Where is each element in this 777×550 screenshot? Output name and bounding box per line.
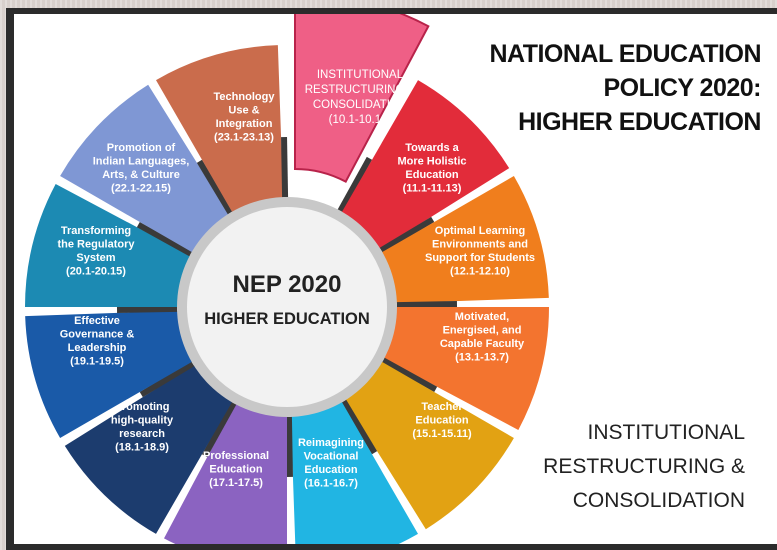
segment-label-line: Technology [214,91,276,103]
segment-label-institutional: INSTITUTIONAL RESTRUCTURING & CONSOLIDATIO… [305,69,416,126]
segment-label-languages: Promotion of Indian Languages, Arts, & Cul… [93,142,190,195]
segment-label-line: Vocational [304,451,359,463]
segment-label-line: high-quality [111,415,174,427]
segment-divider [337,156,373,213]
segment-label-line: (22.1-22.15) [111,183,171,195]
segment-label-line: (19.1-19.5) [70,356,124,368]
segment-divider [379,216,435,253]
segment-label-line: Energised, and [443,325,522,337]
title-line-1: NATIONAL EDUCATION [489,40,761,68]
side-caption-line-2: RESTRUCTURING & [543,455,745,478]
segment-label-line: (18.1-18.9) [115,442,169,454]
segment-label-line: More Holistic [397,156,466,168]
segment-divider [136,221,193,257]
segment-regulatory [25,183,192,307]
segment-label-line: Education [415,415,468,427]
segment-institutional [294,14,430,183]
segment-professional [163,402,287,544]
segment-label-line: (11.1-11.13) [403,183,462,195]
segment-label-line: Education [304,464,357,476]
segment-divider [341,399,378,455]
segment-label-line: Motivated, [455,311,509,323]
segment-label-line: Education [209,464,262,476]
segment-label-regulatory: Transforming the Regulatory System (20.1-20… [57,225,135,278]
segment-label-line: Use & [228,105,259,117]
side-caption-line-3: CONSOLIDATION [572,489,745,512]
center-title: NEP 2020 [233,271,342,298]
segment-label-teacher: Teacher Education (15.1-15.11) [412,401,472,440]
segment-label-line: Towards a [405,142,459,154]
segment-label-technology: Technology Use & Integration (23.1-23.13) [214,91,276,144]
segment-label-line: CONSOLIDATION [313,99,407,111]
segment-divider [285,416,293,478]
segment-label-line: Promoting [115,401,170,413]
segment-divider [139,361,195,398]
segment-vocational [290,400,418,544]
segment-label-line: System [76,252,115,264]
segment-label-optimal: Optimal Learning Environments and Support … [425,225,535,278]
segment-divider [396,301,458,309]
title-line-2: POLICY 2020: [603,74,761,102]
segment-research [64,364,233,534]
segment-divider [381,357,438,393]
segment-faculty [382,307,549,431]
segment-label-line: Leadership [68,342,127,354]
segment-label-line: (13.1-13.7) [455,352,509,364]
segment-label-line: Governance & [60,329,135,341]
segment-label-line: Environments and [432,239,528,251]
segment-label-line: Reimagining [298,437,364,449]
segment-divider [281,136,289,198]
segment-label-holistic: Towards a More Holistic Education (11.1-11.… [397,142,466,195]
segment-label-faculty: Motivated, Energised, and Capable Faculty (… [440,311,525,364]
segment-label-research: Promoting high-quality research (18.1-18.9) [111,401,174,454]
segment-divider [116,305,178,313]
segment-label-line: Teacher [421,401,463,413]
infographic-card: INSTITUTIONAL RESTRUCTURING & CONSOLIDATIO… [14,14,777,544]
segment-label-line: (20.1-20.15) [66,266,126,278]
segment-teacher [344,361,514,530]
segment-label-line: Effective [74,315,120,327]
segment-label-professional: Professional Education (17.1-17.5) [203,450,269,489]
segment-label-line: RESTRUCTURING & [305,84,416,96]
segment-label-line: Promotion of [107,142,176,154]
segment-label-line: research [119,428,165,440]
segment-label-line: (23.1-23.13) [214,132,274,144]
segment-label-line: Optimal Learning [435,225,525,237]
segment-label-line: INSTITUTIONAL [317,69,404,81]
title-line-3: HIGHER EDUCATION [518,108,761,136]
segment-label-line: (17.1-17.5) [209,477,263,489]
segment-label-line: Professional [203,450,269,462]
segment-governance [25,310,194,438]
center-subtitle: HIGHER EDUCATION [204,310,370,328]
segment-label-line: Integration [216,118,273,130]
segment-technology [156,45,284,214]
segment-label-line: Transforming [61,225,131,237]
segment-label-line: Indian Languages, [93,156,190,168]
policy-wheel: INSTITUTIONAL RESTRUCTURING & CONSOLIDATIO… [25,14,549,544]
segment-holistic [341,80,510,250]
segment-label-vocational: Reimagining Vocational Education (16.1-16.7… [298,437,364,490]
segment-label-line: the Regulatory [57,239,135,251]
segment-label-line: Education [405,169,458,181]
segment-label-line: (16.1-16.7) [304,478,358,490]
segment-label-line: Support for Students [425,252,535,264]
segment-label-line: Capable Faculty [440,338,525,350]
side-caption-line-1: INSTITUTIONAL [587,421,745,444]
segment-divider [201,401,237,458]
segment-languages [60,84,230,253]
segment-optimal [380,176,549,304]
segment-divider [196,159,233,215]
segment-label-line: (10.1-10.14) [329,114,392,126]
segment-label-line: Arts, & Culture [102,169,180,181]
segment-label-line: (15.1-15.11) [412,428,472,440]
center-disc-inner [187,207,387,407]
segment-label-line: (12.1-12.10) [450,266,510,278]
segment-label-governance: Effective Governance & Leadership (19.1-19.… [60,315,135,368]
